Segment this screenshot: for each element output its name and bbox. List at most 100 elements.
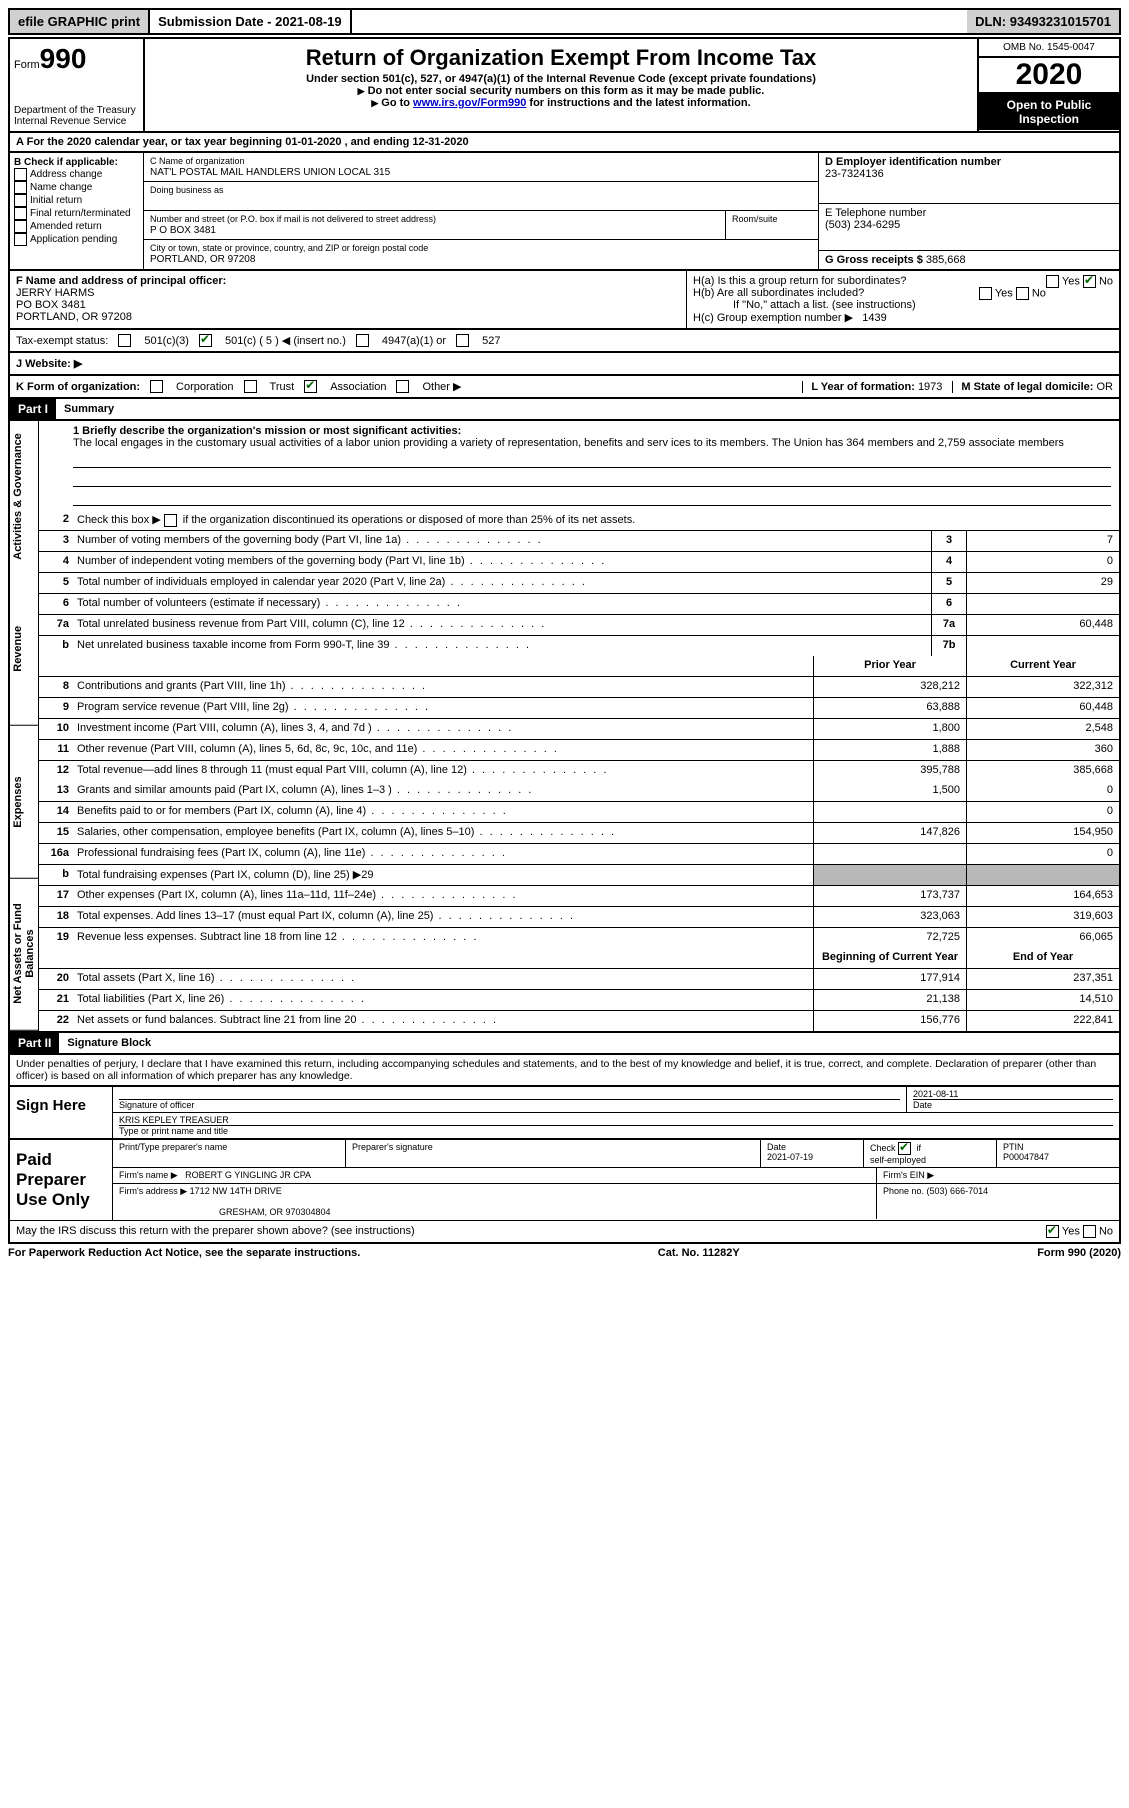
paid-preparer-block: Paid Preparer Use Only Print/Type prepar…	[8, 1140, 1121, 1244]
part1-title: Summary	[56, 400, 122, 418]
summary-line: 9Program service revenue (Part VIII, lin…	[39, 698, 1119, 719]
checkbox-application-pending[interactable]	[14, 233, 27, 246]
checkbox-hb-yes[interactable]	[979, 287, 992, 300]
summary-line: 18Total expenses. Add lines 13–17 (must …	[39, 907, 1119, 928]
tab-netassets: Net Assets or Fund Balances	[10, 878, 38, 1031]
omb-number: OMB No. 1545-0047	[979, 39, 1119, 58]
ein: 23-7324136	[825, 168, 884, 180]
group-exemption: 1439	[862, 312, 886, 324]
box-c: C Name of organization NAT'L POSTAL MAIL…	[144, 153, 818, 269]
gross-receipts: 385,668	[926, 254, 966, 266]
header-mid: Return of Organization Exempt From Incom…	[145, 39, 979, 131]
tax-year: 2020	[979, 58, 1119, 94]
checkbox-amended-return[interactable]	[14, 220, 27, 233]
summary-line: 22Net assets or fund balances. Subtract …	[39, 1011, 1119, 1031]
header-right: OMB No. 1545-0047 2020 Open to Public In…	[979, 39, 1119, 131]
checkbox-4947[interactable]	[356, 334, 369, 347]
checkbox-discuss-no[interactable]	[1083, 1225, 1096, 1238]
part1-bar: Part I Summary	[8, 399, 1121, 421]
instructions-link[interactable]: www.irs.gov/Form990	[413, 97, 526, 109]
box-h: H(a) Is this a group return for subordin…	[687, 271, 1119, 328]
checkbox-assoc[interactable]	[304, 380, 317, 393]
checkbox-501c[interactable]	[199, 334, 212, 347]
tab-revenue: Revenue	[10, 573, 38, 726]
paid-preparer-label: Paid Preparer Use Only	[10, 1140, 113, 1220]
footer-left: For Paperwork Reduction Act Notice, see …	[8, 1247, 360, 1259]
checkbox-527[interactable]	[456, 334, 469, 347]
summary-line: 12Total revenue—add lines 8 through 11 (…	[39, 761, 1119, 781]
line1-briefly: 1 Briefly describe the organization's mi…	[39, 421, 1119, 510]
summary-line: 11Other revenue (Part VIII, column (A), …	[39, 740, 1119, 761]
summary-line: 14Benefits paid to or for members (Part …	[39, 802, 1119, 823]
open-public: Open to Public Inspection	[979, 94, 1119, 130]
summary-line: 10Investment income (Part VIII, column (…	[39, 719, 1119, 740]
page-footer: For Paperwork Reduction Act Notice, see …	[8, 1244, 1121, 1262]
summary-line: 19Revenue less expenses. Subtract line 1…	[39, 928, 1119, 948]
column-headers-2: Beginning of Current Year End of Year	[39, 948, 1119, 969]
row-a-tax-year: A For the 2020 calendar year, or tax yea…	[8, 133, 1121, 153]
org-name: NAT'L POSTAL MAIL HANDLERS UNION LOCAL 3…	[150, 167, 390, 178]
firm-name: ROBERT G YINGLING JR CPA	[185, 1170, 311, 1180]
sign-here-block: Sign Here Signature of officer 2021-08-1…	[8, 1087, 1121, 1140]
footer-mid: Cat. No. 11282Y	[658, 1247, 740, 1259]
summary-line: 17Other expenses (Part IX, column (A), l…	[39, 886, 1119, 907]
org-address: P O BOX 3481	[150, 225, 216, 236]
checkbox-discuss-yes[interactable]	[1046, 1225, 1059, 1238]
form-number: 990	[40, 43, 87, 74]
checkbox-address-change[interactable]	[14, 168, 27, 181]
summary-line: 16aProfessional fundraising fees (Part I…	[39, 844, 1119, 865]
summary-line: 13Grants and similar amounts paid (Part …	[39, 781, 1119, 802]
submission-date: Submission Date - 2021-08-19	[150, 10, 352, 33]
line2: 2Check this box ▶ if the organization di…	[39, 510, 1119, 531]
org-info-block: B Check if applicable: Address change Na…	[8, 153, 1121, 271]
checkbox-initial-return[interactable]	[14, 194, 27, 207]
checkbox-self-employed[interactable]	[898, 1142, 911, 1155]
form-header: Form990 Department of the Treasury Inter…	[8, 37, 1121, 133]
checkbox-501c3[interactable]	[118, 334, 131, 347]
row-j: J Website: ▶	[8, 353, 1121, 376]
section-tabs: Activities & Governance Revenue Expenses…	[10, 421, 39, 1031]
box-b: B Check if applicable: Address change Na…	[10, 153, 144, 269]
column-headers-1: Prior Year Current Year	[39, 656, 1119, 677]
box-f: F Name and address of principal officer:…	[10, 271, 687, 328]
summary-line: 8Contributions and grants (Part VIII, li…	[39, 677, 1119, 698]
checkbox-line2[interactable]	[164, 514, 177, 527]
declaration-text: Under penalties of perjury, I declare th…	[8, 1055, 1121, 1087]
checkbox-other[interactable]	[396, 380, 409, 393]
footer-right: Form 990 (2020)	[1037, 1247, 1121, 1259]
checkbox-ha-no[interactable]	[1083, 275, 1096, 288]
checkbox-hb-no[interactable]	[1016, 287, 1029, 300]
summary-line: 15Salaries, other compensation, employee…	[39, 823, 1119, 844]
checkbox-name-change[interactable]	[14, 181, 27, 194]
checkbox-ha-yes[interactable]	[1046, 275, 1059, 288]
part2-bar: Part II Signature Block	[8, 1033, 1121, 1055]
part1-body: Activities & Governance Revenue Expenses…	[8, 421, 1121, 1033]
efile-label: efile GRAPHIC print	[10, 10, 150, 33]
officer-group-block: F Name and address of principal officer:…	[8, 271, 1121, 330]
summary-line: bNet unrelated business taxable income f…	[39, 636, 1119, 656]
dept-label: Department of the Treasury Internal Reve…	[14, 105, 139, 127]
part1-label: Part I	[10, 399, 56, 419]
checkbox-final-return[interactable]	[14, 207, 27, 220]
summary-line: 21Total liabilities (Part X, line 26)21,…	[39, 990, 1119, 1011]
subtitle-1: Under section 501(c), 527, or 4947(a)(1)…	[155, 73, 967, 85]
ptin: P00047847	[1003, 1152, 1049, 1162]
checkbox-corp[interactable]	[150, 380, 163, 393]
part2-title: Signature Block	[59, 1034, 159, 1052]
row-i: Tax-exempt status: 501(c)(3) 501(c) ( 5 …	[8, 330, 1121, 353]
summary-line: 6Total number of volunteers (estimate if…	[39, 594, 1119, 615]
summary-line: bTotal fundraising expenses (Part IX, co…	[39, 865, 1119, 886]
dln: DLN: 93493231015701	[967, 10, 1119, 33]
summary-line: 4Number of independent voting members of…	[39, 552, 1119, 573]
tab-activities: Activities & Governance	[10, 421, 38, 573]
summary-line: 3Number of voting members of the governi…	[39, 531, 1119, 552]
sign-here-label: Sign Here	[10, 1087, 113, 1138]
summary-line: 5Total number of individuals employed in…	[39, 573, 1119, 594]
phone: (503) 234-6295	[825, 219, 900, 231]
header-left: Form990 Department of the Treasury Inter…	[10, 39, 145, 131]
row-k: K Form of organization: Corporation Trus…	[8, 376, 1121, 399]
officer-name: KRIS KEPLEY TREASUER	[119, 1115, 229, 1125]
part2-label: Part II	[10, 1033, 59, 1053]
box-deg: D Employer identification number 23-7324…	[818, 153, 1119, 269]
checkbox-trust[interactable]	[244, 380, 257, 393]
